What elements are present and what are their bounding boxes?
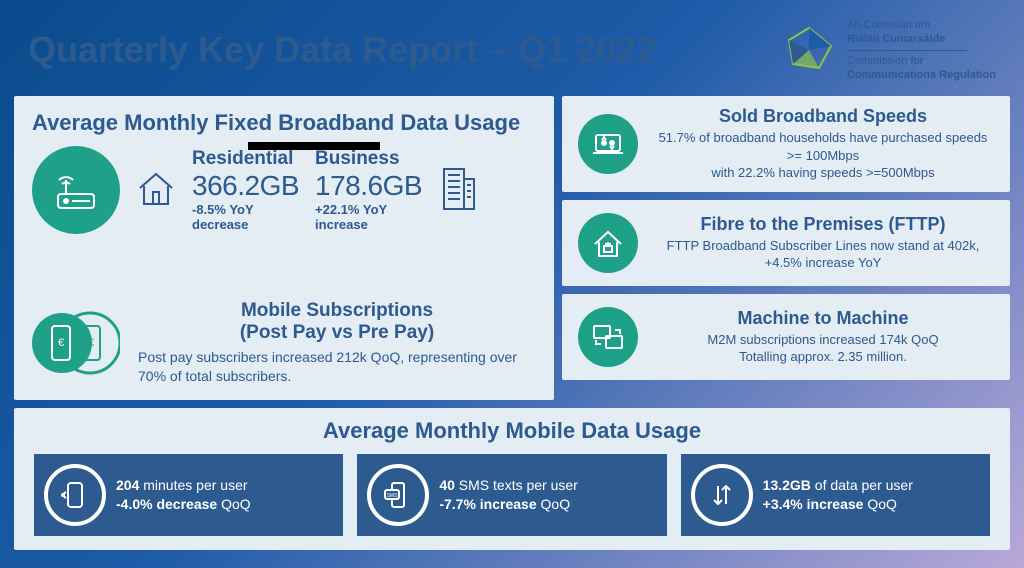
sold-speeds-title: Sold Broadband Speeds	[652, 106, 994, 127]
header-logo-block: An Coimisiún um Rialáil Cumarsáide Commi…	[781, 18, 996, 82]
logo-irish-1: An Coimisiún um	[847, 19, 930, 31]
sold-speeds-panel: Sold Broadband Speeds 51.7% of broadband…	[562, 96, 1010, 192]
logo-en-1: Commission for	[847, 55, 923, 67]
sms-icon: SMS	[367, 464, 429, 526]
fttp-title: Fibre to the Premises (FTTP)	[652, 214, 994, 235]
svg-text:€: €	[58, 337, 64, 349]
minutes-suffix: QoQ	[217, 496, 250, 512]
connector-line	[248, 140, 380, 152]
sms-unit: SMS texts per user	[455, 477, 578, 493]
residential-change: -8.5% YoY	[192, 202, 254, 217]
data-val: 13.2GB	[763, 477, 811, 493]
sms-suffix: QoQ	[537, 496, 570, 512]
router-icon	[32, 146, 120, 234]
sms-card: SMS 40 SMS texts per user -7.7% increase…	[357, 454, 666, 536]
m2m-title: Machine to Machine	[652, 308, 994, 329]
logo-en-2: Communications Regulation	[847, 69, 996, 81]
broadband-title: Average Monthly Fixed Broadband Data Usa…	[32, 110, 536, 136]
sold-speeds-line1: 51.7% of broadband households have purch…	[652, 129, 994, 164]
logo-irish-2: Rialáil Cumarsáide	[847, 33, 945, 45]
m2m-line1: M2M subscriptions increased 174k QoQ	[652, 331, 994, 349]
data-arrows-icon	[691, 464, 753, 526]
mobile-subs-subtitle: (Post Pay vs Pre Pay)	[240, 322, 434, 343]
mobile-subs-body: Post pay subscribers increased 212k QoQ,…	[138, 348, 536, 386]
business-value: 178.6GB	[315, 172, 422, 200]
residential-value: 366.2GB	[192, 172, 299, 200]
phones-venn-icon: € €	[32, 306, 120, 380]
fttp-house-icon	[578, 213, 638, 273]
svg-text:SMS: SMS	[387, 493, 399, 499]
data-change: +3.4% increase	[763, 496, 864, 512]
m2m-panel: Machine to Machine M2M subscriptions inc…	[562, 294, 1010, 380]
sold-speeds-line2: with 22.2% having speeds >=500Mbps	[652, 164, 994, 182]
phone-call-icon	[44, 464, 106, 526]
comreg-logo-icon	[781, 22, 837, 78]
minutes-card: 204 minutes per user -4.0% decrease QoQ	[34, 454, 343, 536]
minutes-val: 204	[116, 477, 139, 493]
sms-change: -7.7% increase	[439, 496, 536, 512]
data-unit: of data per user	[811, 477, 913, 493]
mobile-usage-title: Average Monthly Mobile Data Usage	[34, 418, 990, 444]
m2m-line2: Totalling approx. 2.35 million.	[652, 348, 994, 366]
business-change2: increase	[315, 217, 368, 232]
minutes-unit: minutes per user	[139, 477, 247, 493]
mobile-usage-panel: Average Monthly Mobile Data Usage 204 mi…	[14, 408, 1010, 550]
m2m-icon	[578, 307, 638, 367]
sms-val: 40	[439, 477, 455, 493]
building-icon	[436, 163, 480, 218]
page-title: Quarterly Key Data Report – Q1 2022	[28, 29, 656, 71]
data-suffix: QoQ	[863, 496, 896, 512]
mobile-subs-panel: € € Mobile Subscriptions(Post Pay vs Pre…	[14, 286, 554, 400]
business-change: +22.1% YoY	[315, 202, 387, 217]
fttp-body: FTTP Broadband Subscriber Lines now stan…	[652, 237, 994, 272]
data-card: 13.2GB of data per user +3.4% increase Q…	[681, 454, 990, 536]
mobile-subs-title: Mobile Subscriptions	[241, 300, 433, 321]
residential-change2: decrease	[192, 217, 248, 232]
house-icon	[134, 166, 178, 215]
fttp-panel: Fibre to the Premises (FTTP) FTTP Broadb…	[562, 200, 1010, 286]
minutes-change: -4.0% decrease	[116, 496, 217, 512]
laptop-speed-icon	[578, 114, 638, 174]
svg-text:€: €	[88, 337, 94, 349]
